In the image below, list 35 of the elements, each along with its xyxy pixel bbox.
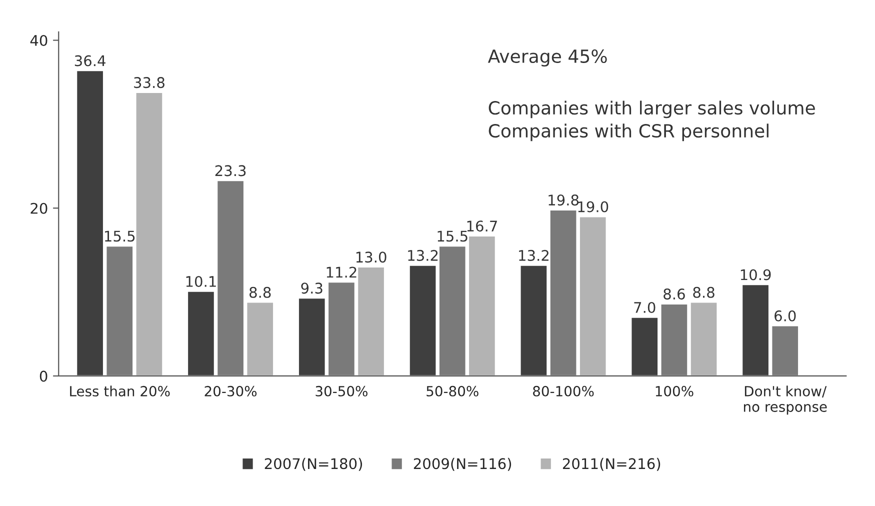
x-tick-label: 80-100% <box>533 386 594 396</box>
data-label: 13.2 <box>408 250 438 261</box>
data-label: 6.0 <box>774 310 796 322</box>
data-label: 9.3 <box>301 282 322 294</box>
legend-label: 2009(N=116) <box>414 458 512 471</box>
y-tick-label: 40 <box>30 34 48 46</box>
data-label: 19.0 <box>578 201 608 212</box>
data-label: 13.0 <box>356 252 386 263</box>
x-tick-label: 50-80% <box>426 386 478 396</box>
data-label: 16.7 <box>467 220 497 232</box>
data-label: 7.0 <box>634 302 656 313</box>
data-label: 19.8 <box>548 194 579 206</box>
annotation: Companies with larger sales volume Companies with CSR personnel <box>488 100 815 142</box>
data-label: 8.6 <box>664 288 685 300</box>
legend-label: 2011(N=216) <box>562 458 660 471</box>
data-label: 8.8 <box>693 286 714 298</box>
y-tick-label: 0 <box>40 370 48 382</box>
x-tick-label: 100% <box>656 386 694 396</box>
x-tick-label: 30-50% <box>316 386 368 396</box>
x-tick-label: Less than 20% <box>70 386 170 396</box>
data-label: 13.2 <box>519 250 548 261</box>
data-label: 10.1 <box>186 276 216 287</box>
x-tick-label: Don't know/ no response <box>744 386 827 415</box>
data-label: 15.5 <box>438 230 468 242</box>
data-label: 10.9 <box>740 269 771 280</box>
y-tick-label: 20 <box>30 202 48 214</box>
data-label: 36.4 <box>74 55 106 66</box>
annotation: Average 45% <box>488 49 607 67</box>
data-label: 33.8 <box>134 77 164 88</box>
data-label: 15.5 <box>104 230 135 242</box>
legend-label: 2007(N=180) <box>264 458 362 471</box>
data-label: 11.2 <box>326 266 356 278</box>
data-label: 8.8 <box>250 286 271 298</box>
data-label: 23.3 <box>215 165 246 176</box>
x-tick-label: 20-30% <box>204 386 257 396</box>
